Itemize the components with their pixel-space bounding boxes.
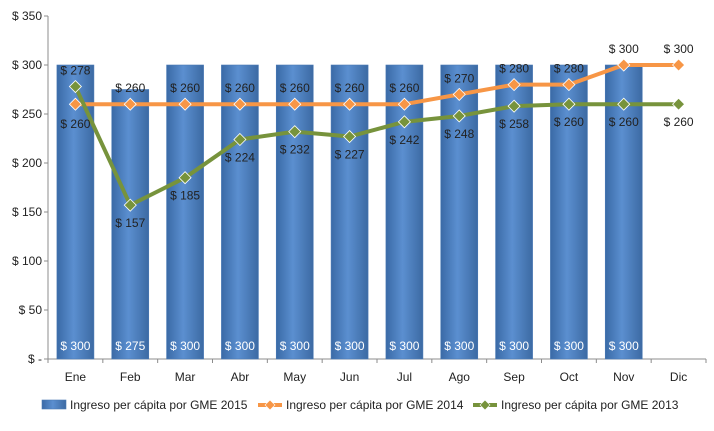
- line-series-2-marker: [178, 171, 192, 185]
- bar-2015: [166, 64, 204, 360]
- bar-2015-label: $ 300: [554, 339, 584, 353]
- line-series-2-marker: [68, 79, 82, 94]
- line-series-1-label: $ 300: [664, 42, 694, 56]
- bar-2015: [604, 64, 643, 360]
- y-tick-label: $ 200: [12, 156, 42, 170]
- line-series-1-marker: [178, 97, 192, 111]
- line-series-2-label: $ 242: [389, 133, 419, 147]
- y-tick-label: $ 50: [19, 303, 43, 317]
- line-series-2-label: $ 232: [280, 143, 310, 157]
- bar-2015-label: $ 300: [444, 339, 474, 353]
- bar-2015: [275, 64, 314, 360]
- line-series-1-marker: [617, 58, 631, 72]
- line-series-1-label: $ 260: [389, 81, 419, 95]
- x-tick-label: Dic: [670, 370, 687, 384]
- legend-label: Ingreso per cápita por GME 2015: [70, 398, 248, 412]
- y-tick-label: $ 250: [12, 107, 42, 121]
- y-tick-label: $ 150: [12, 205, 42, 219]
- line-series-1-label: $ 300: [609, 42, 639, 56]
- x-tick-label: Feb: [120, 370, 141, 384]
- line-series-2-label: $ 224: [225, 150, 255, 164]
- bar-2015-label: $ 300: [225, 339, 255, 353]
- line-series-1-marker: [672, 58, 686, 72]
- line-series-1-label: $ 270: [444, 71, 474, 85]
- bar-2015-label: $ 300: [280, 339, 310, 353]
- line-series-1-marker: [68, 97, 82, 111]
- line-series-1-label: $ 260: [170, 81, 200, 95]
- line-series-1-marker: [397, 97, 411, 111]
- line-series-2-label: $ 260: [554, 115, 584, 129]
- x-tick-label: Ago: [449, 370, 471, 384]
- line-series-1-marker: [288, 97, 302, 111]
- line-series-1-label: $ 280: [499, 62, 529, 76]
- bar-2015: [385, 64, 424, 360]
- bar-2015: [495, 64, 533, 360]
- bar-2015-label: $ 300: [499, 339, 529, 353]
- line-series-2-marker: [562, 97, 576, 111]
- line-series-1-marker: [233, 97, 247, 111]
- line-series-2-marker: [617, 97, 631, 111]
- x-tick-label: Oct: [560, 370, 579, 384]
- x-tick-label: Sep: [503, 370, 525, 384]
- line-series-1-label: $ 260: [225, 81, 255, 95]
- line-series-1-label: $ 260: [60, 117, 90, 131]
- bar-2015-label: $ 300: [609, 339, 639, 353]
- bar-2015: [330, 64, 369, 360]
- line-series-2-marker: [123, 198, 137, 212]
- line-series-2-marker: [343, 129, 357, 144]
- line-series-1-marker: [452, 87, 466, 101]
- bar-2015: [221, 64, 259, 360]
- bar-2015-label: $ 300: [335, 339, 365, 353]
- line-series-1-label: $ 280: [554, 62, 584, 76]
- bar-2015-label: $ 300: [170, 339, 200, 353]
- x-tick-label: Ene: [65, 370, 87, 384]
- line-series-2-label: $ 185: [170, 189, 200, 203]
- x-tick-label: Jun: [340, 370, 359, 384]
- line-series-2-label: $ 157: [115, 216, 145, 230]
- bar-2015-label: $ 300: [60, 339, 90, 353]
- line-series-2-label: $ 260: [664, 115, 694, 129]
- bar-2015: [440, 64, 479, 360]
- line-series-1: [75, 63, 679, 107]
- line-series-2-label: $ 227: [335, 148, 365, 162]
- legend-label: Ingreso per cápita por GME 2014: [286, 398, 464, 412]
- bar-2015: [550, 64, 588, 360]
- line-series-2-marker: [452, 109, 466, 123]
- line-series-2-label: $ 258: [499, 117, 529, 131]
- bar-2015: [111, 89, 150, 360]
- line-series-2-marker: [672, 97, 686, 111]
- bar-2015-label: $ 300: [389, 339, 419, 353]
- y-tick-label: $ 350: [12, 9, 42, 23]
- legend-swatch-2015: [41, 399, 67, 410]
- legend-marker-2: [479, 399, 491, 411]
- line-series-1-label: $ 260: [115, 81, 145, 95]
- x-tick-label: Abr: [231, 370, 250, 384]
- line-series-1-label: $ 260: [280, 81, 310, 95]
- line-series-2: [73, 85, 679, 208]
- x-tick-label: Mar: [175, 370, 196, 384]
- line-series-1-marker: [507, 78, 521, 92]
- bar-2015-label: $ 275: [115, 339, 145, 353]
- line-series-2-marker: [233, 132, 247, 147]
- line-series-2-label: $ 248: [444, 127, 474, 141]
- legend-label: Ingreso per cápita por GME 2013: [501, 398, 679, 412]
- y-tick-label: $ 100: [12, 254, 42, 268]
- x-tick-label: May: [283, 370, 306, 384]
- line-series-2-label: $ 278: [60, 64, 90, 78]
- line-series-2-marker: [397, 115, 411, 129]
- line-series-2-marker: [507, 99, 521, 113]
- line-series-1-label: $ 260: [335, 81, 365, 95]
- line-series-1-marker: [343, 97, 357, 111]
- legend-marker-1: [264, 399, 276, 411]
- x-tick-label: Nov: [613, 370, 634, 384]
- y-tick-label: $ -: [28, 352, 42, 366]
- line-series-2-label: $ 260: [609, 115, 639, 129]
- line-series-2-marker: [288, 125, 302, 139]
- line-series-1-marker: [123, 97, 137, 111]
- line-series-1-marker: [562, 78, 576, 92]
- y-tick-label: $ 300: [12, 58, 42, 72]
- x-tick-label: Jul: [397, 370, 412, 384]
